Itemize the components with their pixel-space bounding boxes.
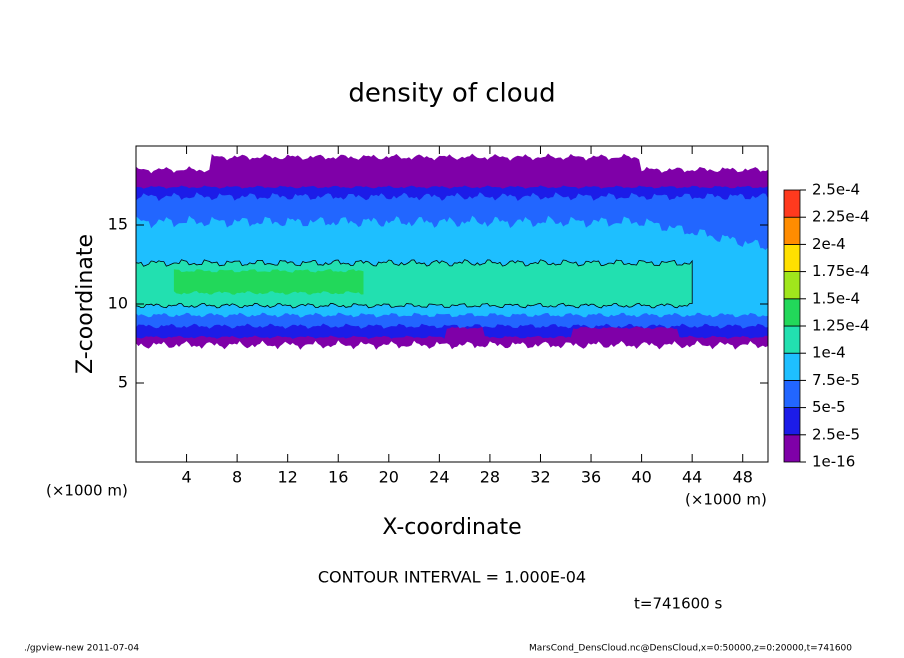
x-tick-label: 40: [631, 468, 651, 487]
colorbar-label: 1.25e-4: [812, 317, 870, 335]
colorbar-label: 7.5e-5: [812, 371, 860, 389]
x-unit-right: (×1000 m): [685, 491, 767, 509]
contour-interval: CONTOUR INTERVAL = 1.000E-04: [318, 568, 586, 587]
chart-title: density of cloud: [348, 79, 555, 109]
colorbar-box: [783, 352, 801, 381]
colorbar-box: [783, 189, 801, 218]
y-tick-label: 15: [108, 215, 128, 234]
x-tick-label: 20: [379, 468, 399, 487]
x-tick-label: 4: [181, 468, 191, 487]
x-tick-label: 48: [733, 468, 753, 487]
colorbar-box: [783, 434, 801, 463]
footer-left: ./gpview-new 2011-07-04: [24, 644, 139, 654]
contour-band: [173, 269, 364, 295]
colorbar-label: 1.75e-4: [812, 262, 870, 280]
colorbar-label: 2.25e-4: [812, 208, 870, 226]
colorbar-box: [783, 325, 801, 354]
colorbar-box: [783, 379, 801, 408]
x-tick-label: 12: [278, 468, 298, 487]
colorbar-box: [783, 298, 801, 327]
contour-field: [135, 153, 768, 350]
colorbar-box: [783, 243, 801, 272]
colorbar-label: 2.5e-5: [812, 425, 860, 443]
y-tick-label: 5: [118, 373, 128, 392]
x-tick-label: 28: [480, 468, 500, 487]
colorbar-box: [783, 407, 801, 436]
colorbar-label: 1e-4: [812, 344, 846, 362]
x-unit-left: (×1000 m): [46, 482, 128, 500]
x-tick-label: 16: [328, 468, 348, 487]
colorbar-label: 2e-4: [812, 235, 846, 253]
colorbar-box: [783, 271, 801, 300]
colorbar-label: 5e-5: [812, 398, 846, 416]
x-tick-label: 8: [232, 468, 242, 487]
colorbar-label: 2.5e-4: [812, 181, 860, 199]
y-tick-label: 10: [108, 294, 128, 313]
time-label: t=741600 s: [634, 595, 722, 613]
x-tick-label: 24: [429, 468, 449, 487]
x-tick-label: 36: [581, 468, 601, 487]
x-tick-label: 32: [530, 468, 550, 487]
colorbar-label: 1.5e-4: [812, 289, 860, 307]
x-axis-label: X-coordinate: [382, 515, 521, 540]
footer-right: MarsCond_DensCloud.nc@DensCloud,x=0:5000…: [529, 644, 852, 654]
y-axis-label: Z-coordinate: [73, 234, 98, 374]
colorbar-label: 1e-16: [812, 453, 855, 471]
x-tick-label: 44: [682, 468, 702, 487]
colorbar-box: [783, 216, 801, 245]
